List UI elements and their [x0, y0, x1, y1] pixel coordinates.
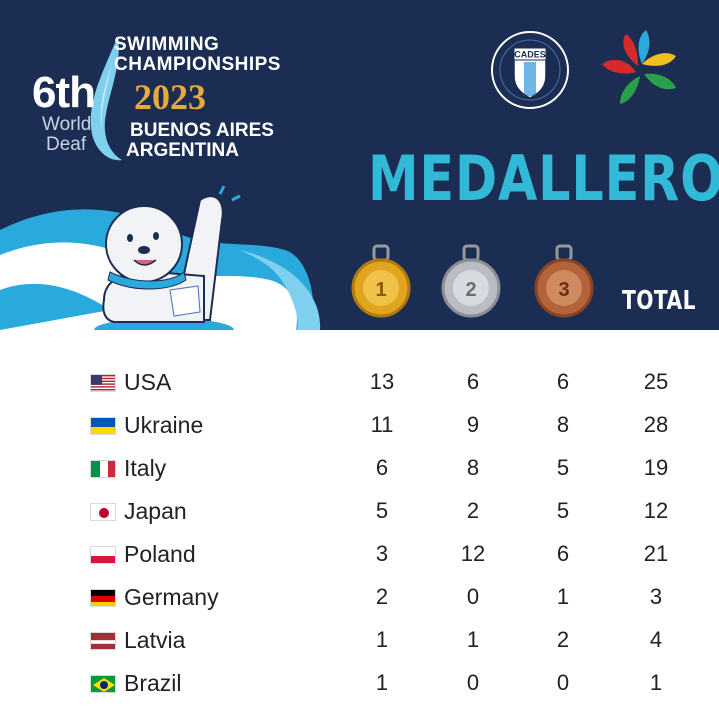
- country-name: USA: [124, 369, 172, 395]
- bronze-count: 0: [556, 670, 570, 695]
- latvia-flag-icon: [90, 632, 116, 650]
- deaflympics-hands-icon: [602, 30, 676, 104]
- total-count: 3: [649, 584, 663, 609]
- gold-count: 5: [375, 498, 389, 523]
- silver-medal-icon: 2: [441, 244, 501, 318]
- bronze-count: 6: [556, 541, 570, 566]
- total-column-header: TOTAL: [622, 286, 696, 316]
- water-drop-icon: [90, 36, 122, 161]
- total-count: 4: [649, 627, 663, 652]
- brazil-flag-icon: [90, 675, 116, 693]
- japan-flag-icon: [90, 503, 116, 521]
- page-title: MEDALLERO: [368, 142, 719, 215]
- gold-count: 6: [375, 455, 389, 480]
- silver-count: 1: [466, 627, 480, 652]
- bronze-count: 5: [556, 498, 570, 523]
- logo-world-text: World: [42, 114, 92, 135]
- silver-count: 8: [466, 455, 480, 480]
- silver-count: 9: [466, 412, 480, 437]
- total-count: 25: [643, 369, 669, 394]
- gold-count: 1: [375, 670, 389, 695]
- silver-count: 0: [466, 670, 480, 695]
- table-row: Germany 2 0 1 3: [0, 578, 719, 618]
- poland-flag-icon: [90, 546, 116, 564]
- country-name: Brazil: [124, 670, 182, 696]
- logo-city: BUENOS AIRES: [130, 120, 274, 141]
- silver-count: 0: [466, 584, 480, 609]
- country-name: Latvia: [124, 627, 186, 653]
- table-row: Japan 5 2 5 12: [0, 492, 719, 532]
- total-count: 12: [643, 498, 669, 523]
- bronze-medal-icon: 3: [534, 244, 594, 318]
- silver-count: 6: [466, 369, 480, 394]
- table-row: Brazil 1 0 0 1: [0, 664, 719, 704]
- table-row: Poland 3 12 6 21: [0, 535, 719, 575]
- logo-championships-text: CHAMPIONSHIPS: [114, 54, 281, 75]
- gold-medal-icon: 1: [351, 244, 411, 318]
- usa-flag-icon: [90, 374, 116, 392]
- cades-badge-icon: CADES: [491, 31, 569, 109]
- total-count: 1: [649, 670, 663, 695]
- bronze-medal-label: 3: [558, 279, 569, 301]
- silver-medal-label: 2: [465, 279, 476, 301]
- cades-badge-text: CADES: [514, 50, 546, 60]
- seal-mascot-icon: [81, 185, 241, 330]
- bronze-count: 2: [556, 627, 570, 652]
- table-row: Ukraine 11 9 8 28: [0, 406, 719, 446]
- gold-count: 2: [375, 584, 389, 609]
- logo-country: ARGENTINA: [126, 140, 239, 161]
- country-name: Italy: [124, 455, 167, 481]
- table-row: Italy 6 8 5 19: [0, 449, 719, 489]
- championship-logo: 6th World Deaf SWIMMING CHAMPIONSHIPS 20…: [30, 30, 290, 170]
- table-row: USA 13 6 6 25: [0, 363, 719, 403]
- country-name: Ukraine: [124, 412, 204, 438]
- italy-flag-icon: [90, 460, 116, 478]
- bronze-count: 1: [556, 584, 570, 609]
- gold-count: 13: [369, 369, 395, 394]
- gold-count: 3: [375, 541, 389, 566]
- total-count: 28: [643, 412, 669, 437]
- bronze-count: 8: [556, 412, 570, 437]
- gold-medal-label: 1: [375, 279, 386, 301]
- gold-count: 11: [370, 412, 394, 437]
- country-name: Japan: [124, 498, 187, 524]
- country-name: Germany: [124, 584, 219, 610]
- gold-count: 1: [375, 627, 389, 652]
- header-banner: 6th World Deaf SWIMMING CHAMPIONSHIPS 20…: [0, 0, 719, 330]
- bronze-count: 6: [556, 369, 570, 394]
- silver-count: 12: [460, 541, 486, 566]
- edition-number: 6th: [32, 68, 96, 117]
- ukraine-flag-icon: [90, 417, 116, 435]
- country-name: Poland: [124, 541, 196, 567]
- table-row: Latvia 1 1 2 4: [0, 621, 719, 661]
- silver-count: 2: [466, 498, 480, 523]
- logo-swimming-text: SWIMMING: [114, 34, 220, 55]
- germany-flag-icon: [90, 589, 116, 607]
- logo-deaf-text: Deaf: [46, 134, 87, 155]
- total-count: 21: [643, 541, 669, 566]
- logo-year: 2023: [134, 77, 206, 117]
- bronze-count: 5: [556, 455, 570, 480]
- total-count: 19: [643, 455, 669, 480]
